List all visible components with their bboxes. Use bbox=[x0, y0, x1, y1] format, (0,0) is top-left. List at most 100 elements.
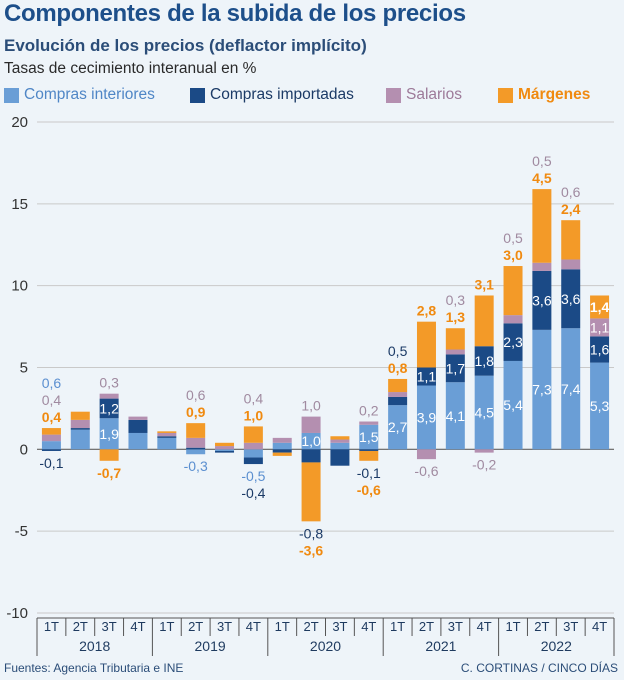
sources-note: Fuentes: Agencia Tributaria e INE bbox=[4, 661, 184, 675]
data-label: 4,5 bbox=[532, 170, 552, 186]
bar-segment-salarios bbox=[388, 392, 408, 397]
bar-segment-salarios bbox=[445, 349, 465, 355]
bar-segment-importadas bbox=[301, 449, 321, 463]
x-tick-label: 3T bbox=[102, 619, 117, 634]
data-label: 3,6 bbox=[561, 291, 581, 307]
bar-segment-interiores bbox=[272, 442, 292, 450]
data-label: -0,1 bbox=[357, 465, 381, 481]
bar-segment-interiores bbox=[388, 405, 408, 450]
data-label: -3,6 bbox=[299, 542, 323, 558]
bar-segment-salarios bbox=[359, 421, 379, 425]
y-tick-label: 15 bbox=[11, 196, 28, 213]
bar-segment-interiores bbox=[41, 441, 61, 450]
bar-segment-interiores bbox=[157, 437, 177, 450]
data-label: 0,2 bbox=[359, 403, 379, 419]
data-label: 2,3 bbox=[503, 334, 523, 350]
bar-segment-interiores bbox=[532, 329, 552, 450]
legend-label-margenes: Márgenes bbox=[518, 86, 591, 103]
bar-segment-importadas bbox=[272, 449, 292, 453]
bar-segment-margenes bbox=[301, 462, 321, 522]
bar-segment-salarios bbox=[41, 434, 61, 442]
y-tick-label: 20 bbox=[11, 114, 28, 131]
data-label: 2,8 bbox=[417, 303, 437, 319]
bar-segment-interiores bbox=[474, 375, 494, 450]
data-label: 0,8 bbox=[388, 360, 408, 376]
bar-segment-importadas bbox=[388, 396, 408, 406]
bar-segment-importadas bbox=[330, 449, 350, 466]
x-tick-label: 4T bbox=[592, 619, 607, 634]
credit-note: C. CORTINAS / CINCO DÍAS bbox=[460, 661, 618, 675]
data-label: 0,4 bbox=[244, 390, 264, 406]
bar-segment-interiores bbox=[590, 362, 610, 450]
bar-segment-importadas bbox=[128, 419, 148, 433]
bar-segment-salarios bbox=[503, 315, 523, 324]
bar-segment-margenes bbox=[215, 442, 235, 447]
data-label: 1,1 bbox=[590, 319, 610, 335]
data-label: 1,1 bbox=[417, 369, 437, 385]
x-tick-label: 3T bbox=[332, 619, 347, 634]
bar-segment-salarios bbox=[301, 416, 321, 433]
bar-segment-salarios bbox=[532, 262, 552, 271]
bar-segment-interiores bbox=[416, 385, 436, 450]
x-tick-label: 2T bbox=[303, 619, 318, 634]
bar-segment-margenes bbox=[243, 426, 263, 443]
y-tick-label: 5 bbox=[20, 360, 28, 377]
bar-segment-margenes bbox=[503, 266, 523, 316]
legend-label-salarios: Salarios bbox=[406, 86, 462, 103]
x-tick-label: 3T bbox=[563, 619, 578, 634]
data-label: 1,0 bbox=[301, 433, 321, 449]
x-tick-label: 3T bbox=[448, 619, 463, 634]
bar-segment-interiores bbox=[330, 442, 350, 450]
bar-segment-salarios bbox=[243, 442, 263, 450]
legend-label-interiores: Compras interiores bbox=[24, 86, 155, 103]
data-label: 0,5 bbox=[532, 153, 552, 169]
data-label: 7,3 bbox=[532, 382, 552, 398]
bar-segment-margenes bbox=[41, 428, 61, 435]
legend-item-salarios: Salarios bbox=[386, 86, 462, 104]
bar-segment-interiores bbox=[503, 360, 523, 450]
bar-segment-salarios bbox=[561, 259, 581, 270]
data-label: 0,5 bbox=[388, 343, 408, 359]
data-label: -0,7 bbox=[97, 465, 121, 481]
data-label: 0,3 bbox=[99, 375, 119, 391]
bar-segment-salarios bbox=[474, 449, 494, 453]
bar-segment-importadas bbox=[590, 336, 610, 363]
data-label: 1,3 bbox=[446, 309, 466, 325]
data-label: 3,1 bbox=[474, 276, 494, 292]
bar-segment-importadas bbox=[359, 449, 379, 451]
bar-segment-importadas bbox=[532, 270, 552, 330]
data-label: 0,6 bbox=[42, 375, 62, 391]
data-label: -0,5 bbox=[241, 468, 265, 484]
legend-swatch-interiores bbox=[4, 87, 19, 103]
chart-title: Componentes de la subida de los precios bbox=[4, 0, 466, 27]
data-label: 1,6 bbox=[590, 341, 610, 357]
bar-segment-importadas bbox=[561, 269, 581, 329]
y-tick-label: -5 bbox=[15, 523, 28, 540]
bar-segment-interiores bbox=[561, 328, 581, 450]
data-label: 0,4 bbox=[42, 392, 62, 408]
bar-segment-salarios bbox=[272, 437, 292, 443]
data-label: 1,9 bbox=[99, 426, 119, 442]
legend-label-importadas: Compras importadas bbox=[210, 86, 354, 103]
data-label: -0,6 bbox=[414, 463, 438, 479]
x-tick-label: 1T bbox=[505, 619, 520, 634]
data-label: 5,3 bbox=[590, 398, 610, 414]
bar-segment-salarios bbox=[416, 449, 436, 460]
x-tick-label: 1T bbox=[390, 619, 405, 634]
data-label: 3,9 bbox=[417, 409, 437, 425]
data-label: 4,1 bbox=[446, 408, 466, 424]
bar-segment-interiores bbox=[186, 449, 206, 455]
data-label: 3,0 bbox=[503, 247, 523, 263]
bar-segment-salarios bbox=[128, 416, 148, 420]
data-label: 0,5 bbox=[503, 230, 523, 246]
x-tick-label: 2T bbox=[188, 619, 203, 634]
data-label: 0,6 bbox=[561, 184, 581, 200]
bar-segment-importadas bbox=[41, 449, 61, 451]
x-tick-label: 2T bbox=[73, 619, 88, 634]
bar-segment-importadas bbox=[445, 354, 465, 383]
data-label: 3,6 bbox=[532, 292, 552, 308]
x-tick-label: 2T bbox=[419, 619, 434, 634]
bar-segment-margenes bbox=[445, 328, 465, 350]
x-tick-label: 2T bbox=[534, 619, 549, 634]
